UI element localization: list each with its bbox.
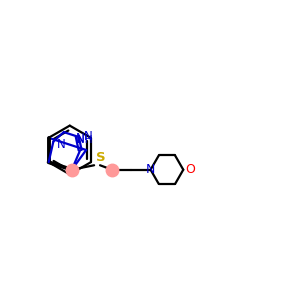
Text: N: N — [84, 130, 92, 143]
Text: N: N — [146, 163, 155, 176]
Text: O: O — [186, 163, 196, 176]
Text: NH: NH — [77, 135, 92, 145]
Text: N: N — [56, 138, 65, 151]
Text: N: N — [76, 132, 85, 145]
Text: S: S — [96, 151, 105, 164]
